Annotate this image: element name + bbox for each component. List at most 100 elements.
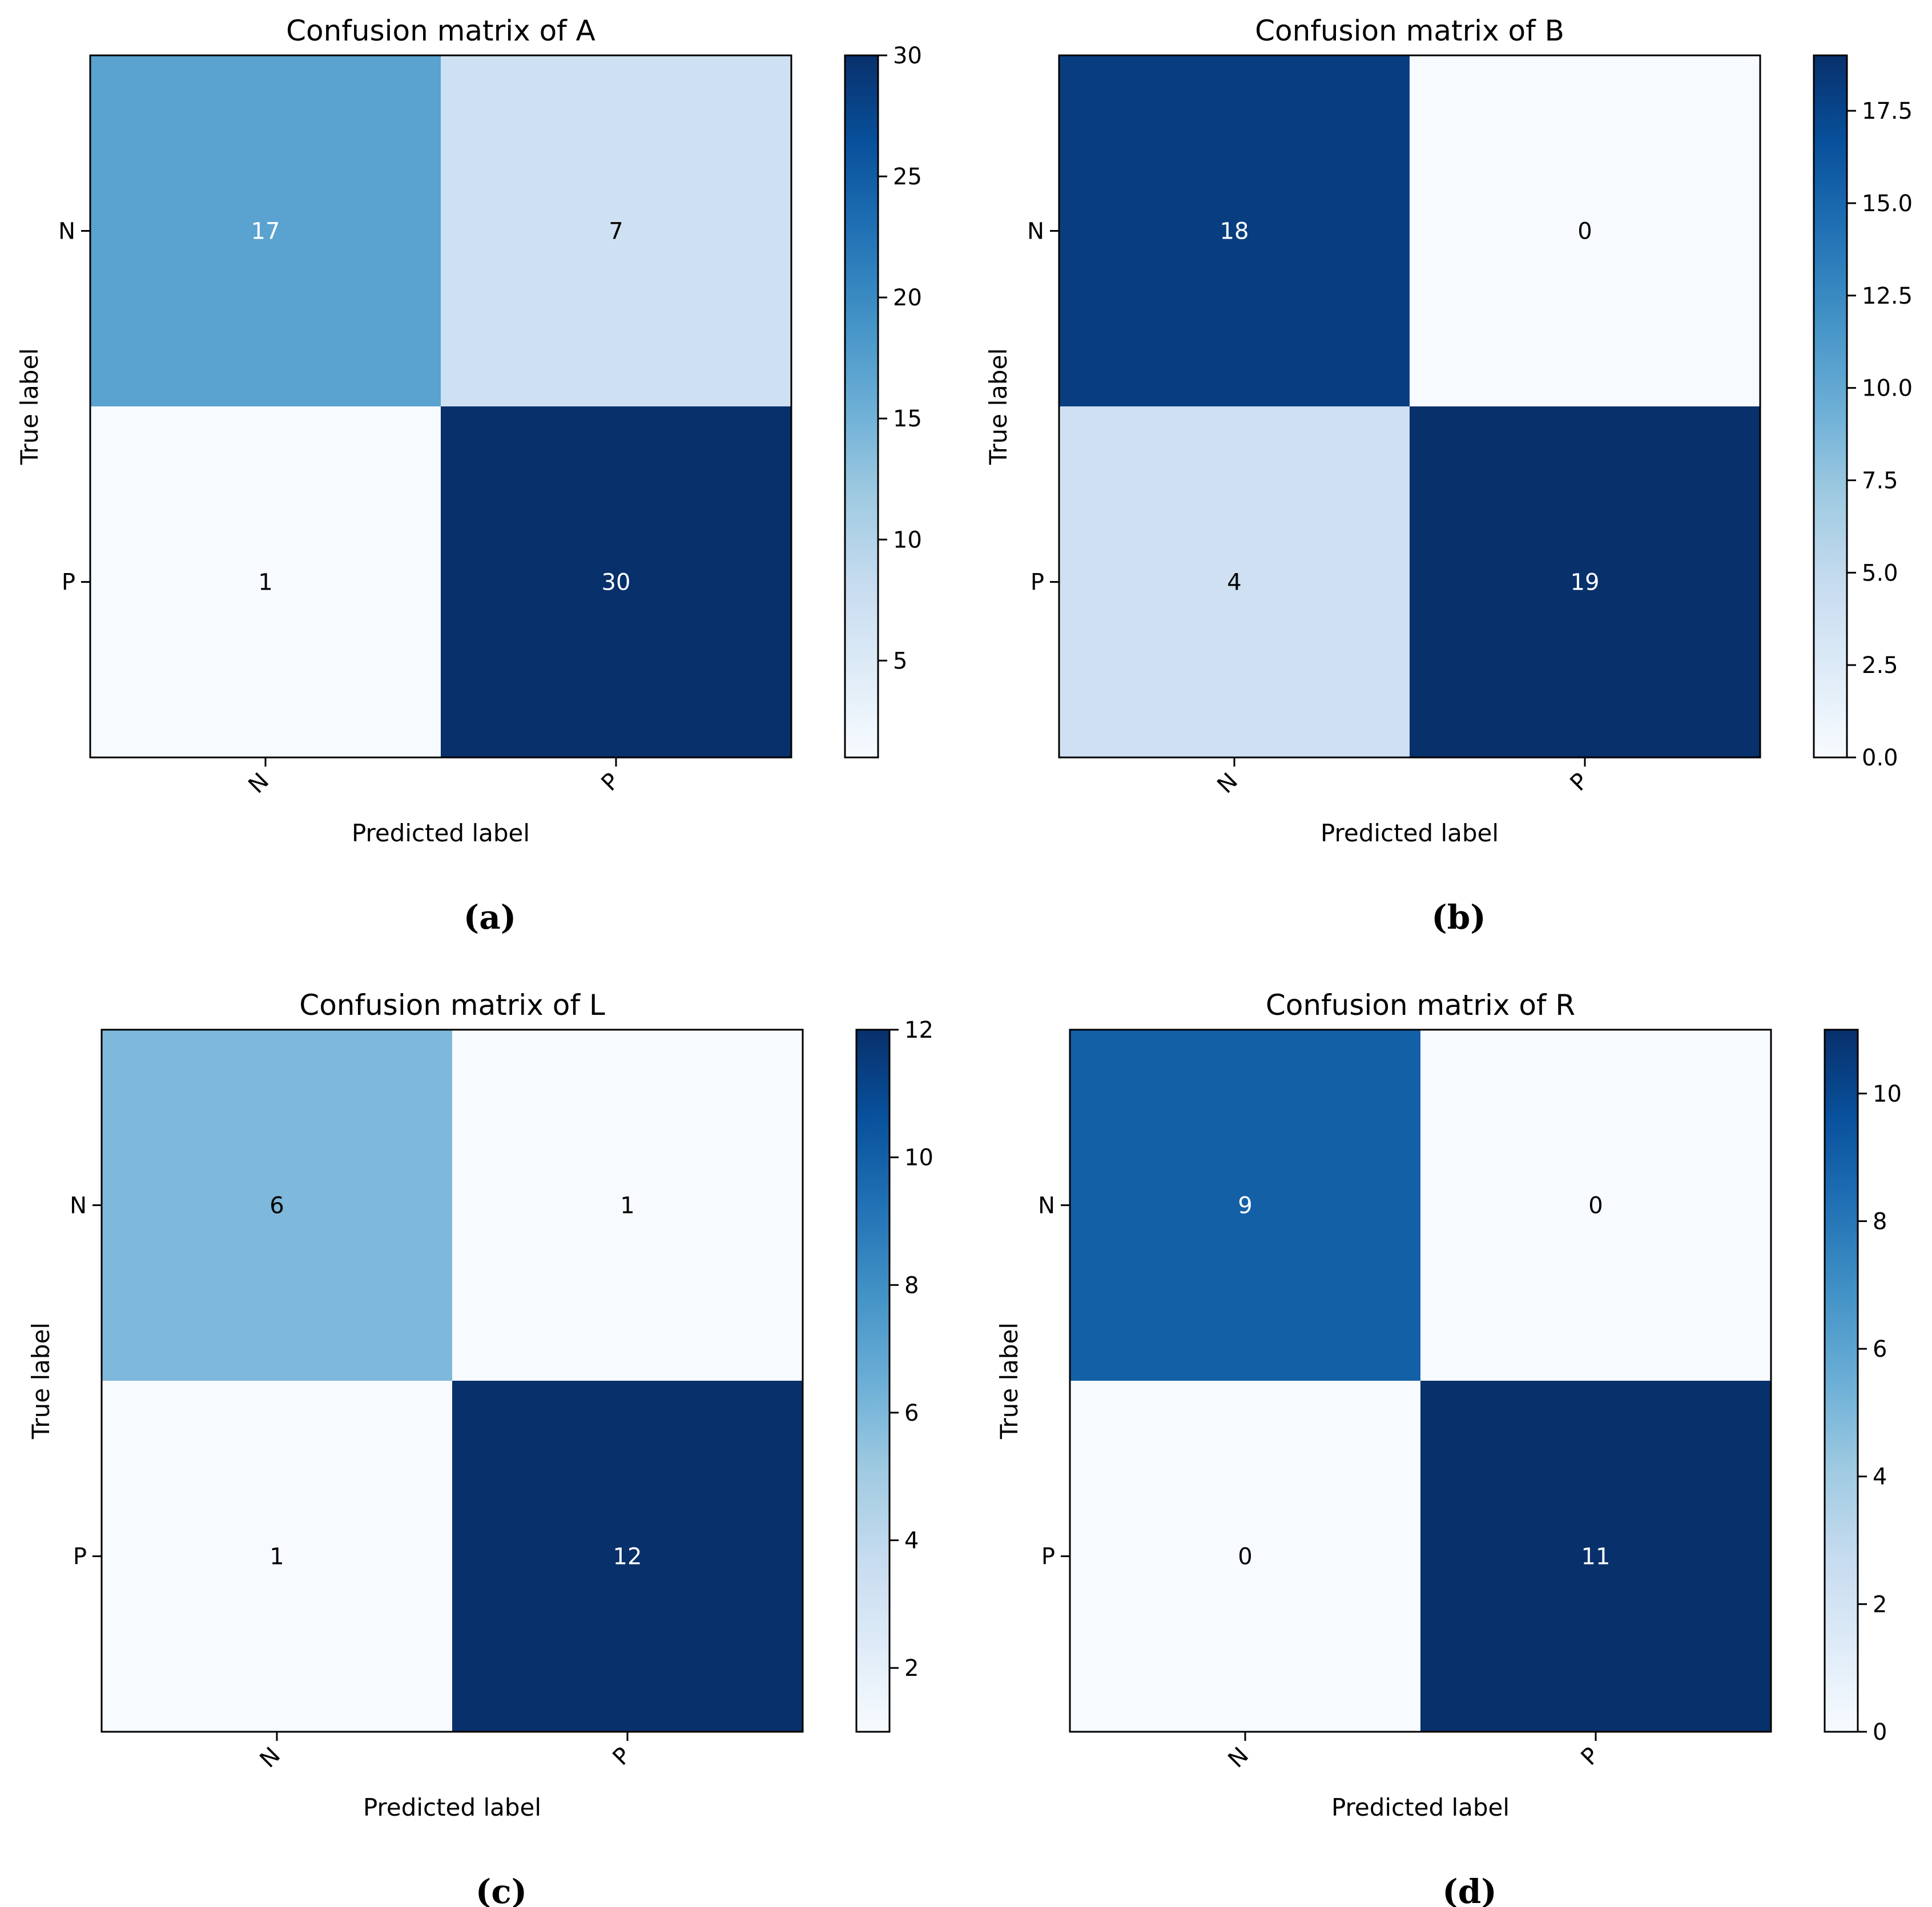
x-tick-label: N [1212,768,1243,799]
chart-title: Confusion matrix of R [1266,989,1575,1022]
chart-title: Confusion matrix of A [286,14,595,47]
colorbar-tick-label: 12 [904,1017,933,1043]
colorbar-tick-label: 8 [904,1272,919,1299]
heatmap-cell [452,1381,803,1732]
x-axis-label: Predicted label [352,819,530,847]
colorbar-tick-label: 0 [1873,1719,1887,1745]
cell-value-label: 30 [602,570,631,596]
y-axis-label: True label [984,348,1012,465]
colorbar-tick-label: 2.5 [1862,652,1898,679]
colorbar-tick-label: 4 [1873,1464,1887,1490]
x-tick-label: P [1565,768,1593,797]
colorbar-tick-label: 5.0 [1862,560,1898,586]
colorbar-frame [1824,1029,1859,1733]
chart-title: Confusion matrix of L [299,989,605,1022]
confusion-matrix-panel-a: Confusion matrix of A 17 7 1 30 N P N P Predicted… [15,14,922,937]
heatmap-cell [441,55,791,406]
heatmap-cell [452,1030,803,1381]
cell-value-label: 18 [1220,219,1249,245]
cell-value-label: 1 [258,570,272,596]
plot-frame [1069,1029,1772,1733]
colorbar [1825,1030,1858,1732]
colorbar-tick-label: 6 [904,1400,919,1426]
colorbar [856,1030,889,1732]
y-tick-label: N [58,219,75,245]
cell-value-label: 11 [1581,1544,1611,1570]
confusion-matrix-panel-b: Confusion matrix of B 18 0 4 19 N P N P Predicted… [984,14,1913,937]
x-axis-label: Predicted label [363,1793,541,1821]
colorbar-tick-label: 2 [1873,1591,1887,1618]
y-axis-label: True label [27,1323,55,1440]
x-tick-label: N [1223,1743,1254,1773]
y-tick-label: P [1031,570,1044,596]
colorbar-tick-label: 5 [893,648,907,674]
heatmap-cell [1059,406,1410,757]
colorbar-tick-label: 15.0 [1862,191,1913,217]
x-axis-label: Predicted label [1321,819,1499,847]
cell-value-label: 1 [269,1544,284,1570]
colorbar-tick-label: 10 [1873,1081,1902,1107]
panel-caption: (d) [1442,1872,1496,1907]
cell-value-label: 4 [1227,570,1241,596]
y-tick-label: P [62,570,75,596]
cell-value-label: 0 [1588,1193,1603,1219]
colorbar-frame [1813,54,1848,759]
cell-value-label: 0 [1238,1544,1252,1570]
plot-frame [1058,54,1761,759]
plot-frame [89,54,792,759]
heatmap-cell [1410,406,1760,757]
colorbar-frame [844,54,879,759]
colorbar-tick-label: 10.0 [1862,376,1913,402]
heatmap-cell [1059,55,1410,406]
y-tick-label: P [73,1544,87,1570]
plot-frame [100,1029,804,1733]
y-axis-label: True label [995,1323,1023,1440]
cell-value-label: 6 [269,1193,284,1219]
x-tick-label: P [1576,1743,1604,1771]
colorbar-tick-label: 2 [904,1655,919,1682]
cell-value-label: 12 [613,1544,642,1570]
colorbar [1814,55,1847,757]
colorbar-frame [855,1029,891,1733]
colorbar-tick-label: 7.5 [1862,467,1898,494]
chart-title: Confusion matrix of B [1255,14,1564,47]
cell-value-label: 1 [620,1193,634,1219]
x-tick-label: P [607,1743,636,1771]
x-tick-label: P [596,768,625,797]
cell-value-label: 9 [1238,1193,1252,1219]
heatmap-cell [1420,1381,1771,1732]
y-tick-label: P [1041,1544,1055,1570]
colorbar-tick-label: 10 [893,527,922,553]
heatmap-cell [441,406,791,757]
colorbar-tick-label: 15 [893,406,922,432]
heatmap-cell [1420,1030,1771,1381]
panel-caption: (b) [1431,898,1486,937]
heatmap-cell [1410,55,1760,406]
y-tick-label: N [1027,219,1044,245]
colorbar-tick-label: 17.5 [1862,98,1913,124]
colorbar-tick-label: 25 [893,164,922,190]
panel-caption: (a) [464,898,516,937]
cell-value-label: 0 [1577,219,1592,245]
colorbar-tick-label: 12.5 [1862,283,1913,309]
colorbar-tick-label: 4 [904,1528,919,1554]
heatmap-cell [90,55,441,406]
cell-value-label: 7 [609,219,623,245]
heatmap-cell [90,406,441,757]
y-tick-label: N [1038,1193,1055,1219]
confusion-matrix-panel-c: Confusion matrix of L 6 1 1 12 N P N P Predicted … [27,989,933,1907]
panel-caption: (c) [476,1872,527,1907]
x-tick-label: N [255,1743,285,1773]
heatmap-cell [102,1381,452,1732]
colorbar-tick-label: 8 [1873,1208,1887,1235]
y-tick-label: N [70,1193,87,1219]
heatmap-cell [1070,1030,1420,1381]
cell-value-label: 19 [1571,570,1600,596]
colorbar-tick-label: 6 [1873,1336,1887,1362]
colorbar-tick-label: 0.0 [1862,745,1898,771]
x-axis-label: Predicted label [1331,1793,1510,1821]
colorbar-tick-label: 10 [904,1145,933,1171]
heatmap-cell [1070,1381,1420,1732]
colorbar-tick-label: 30 [893,43,922,69]
